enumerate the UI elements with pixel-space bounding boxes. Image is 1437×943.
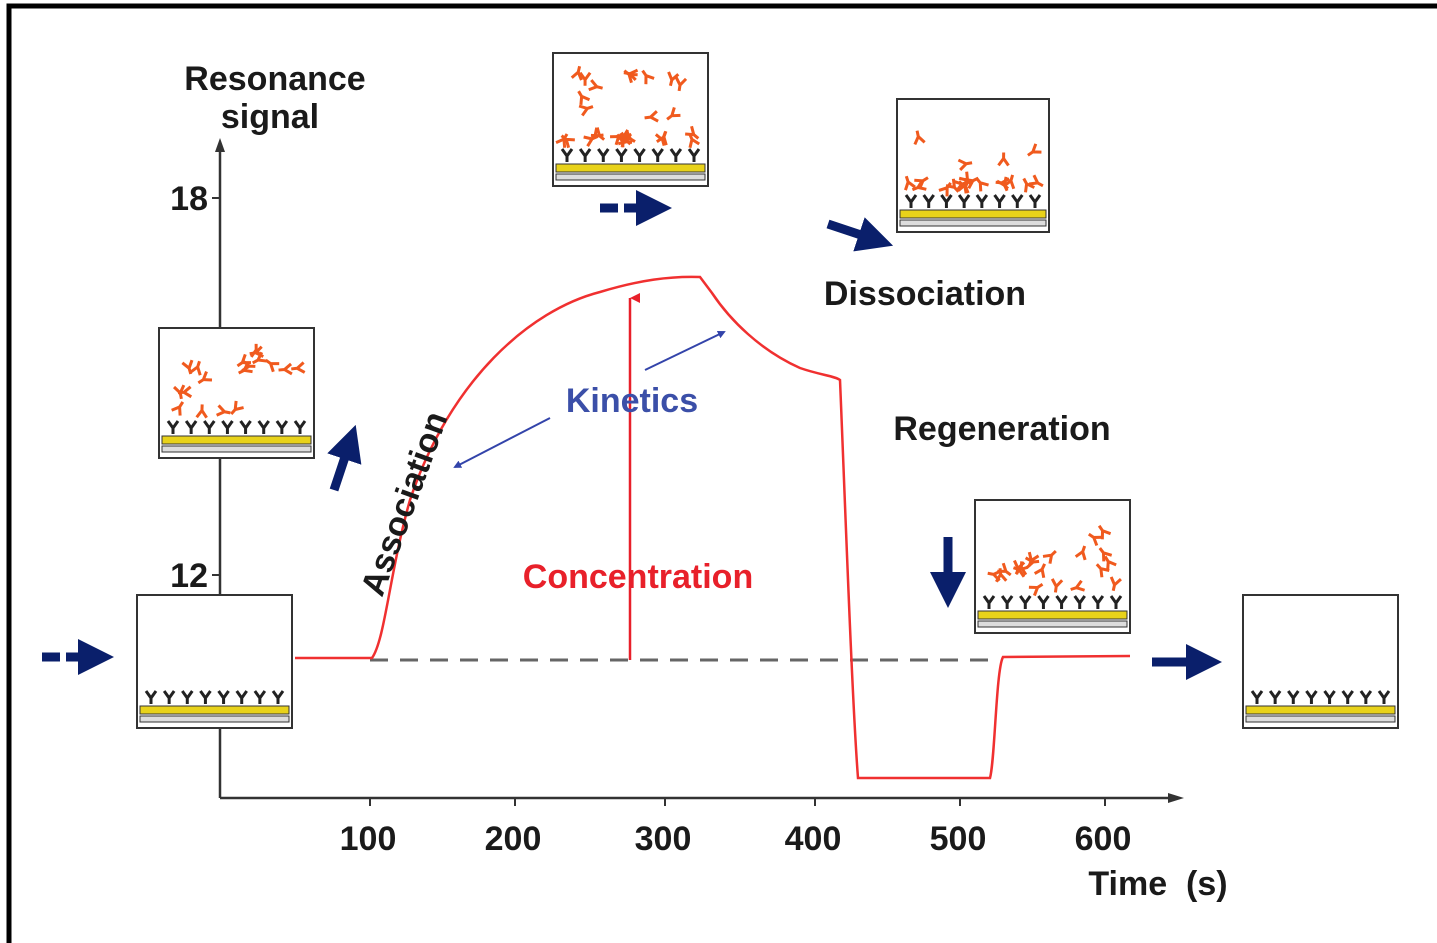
background [0, 0, 1437, 943]
concentration-label: Concentration [523, 558, 753, 596]
glass-layer [162, 446, 311, 452]
x-tick-label: 500 [930, 820, 987, 858]
glass-layer [556, 174, 705, 180]
x-axis-label: Time (s) [1088, 865, 1227, 903]
gold-layer [162, 436, 311, 444]
y-axis-label: signal [221, 98, 319, 136]
sensor-box [159, 328, 314, 458]
sensorgram-diagram: Resonance signal 18 12 100 200 300 400 500 60… [0, 0, 1437, 943]
x-tick-label: 400 [785, 820, 842, 858]
glass-layer [900, 220, 1046, 226]
page: {"y_axis": {"label": ["Resonance", "sign… [0, 0, 1437, 943]
sensor-box [1243, 595, 1398, 728]
sensor-box [553, 53, 708, 186]
gold-layer [978, 611, 1127, 619]
y-tick-label: 18 [170, 180, 208, 218]
x-tick-label: 100 [340, 820, 397, 858]
gold-layer [556, 164, 705, 172]
x-tick-label: 300 [635, 820, 692, 858]
sensor-box [137, 595, 292, 728]
glass-layer [978, 621, 1127, 627]
gold-layer [140, 706, 289, 714]
kinetics-label: Kinetics [566, 382, 698, 420]
y-tick-label: 12 [170, 557, 208, 595]
sensor-box [975, 500, 1130, 633]
glass-layer [1246, 716, 1395, 722]
gold-layer [900, 210, 1046, 218]
y-axis-label: Resonance [184, 60, 365, 98]
regeneration-label: Regeneration [893, 410, 1110, 448]
sensor-box [897, 99, 1049, 232]
dissociation-label: Dissociation [824, 275, 1026, 313]
x-tick-label: 600 [1075, 820, 1132, 858]
glass-layer [140, 716, 289, 722]
x-tick-label: 200 [485, 820, 542, 858]
gold-layer [1246, 706, 1395, 714]
